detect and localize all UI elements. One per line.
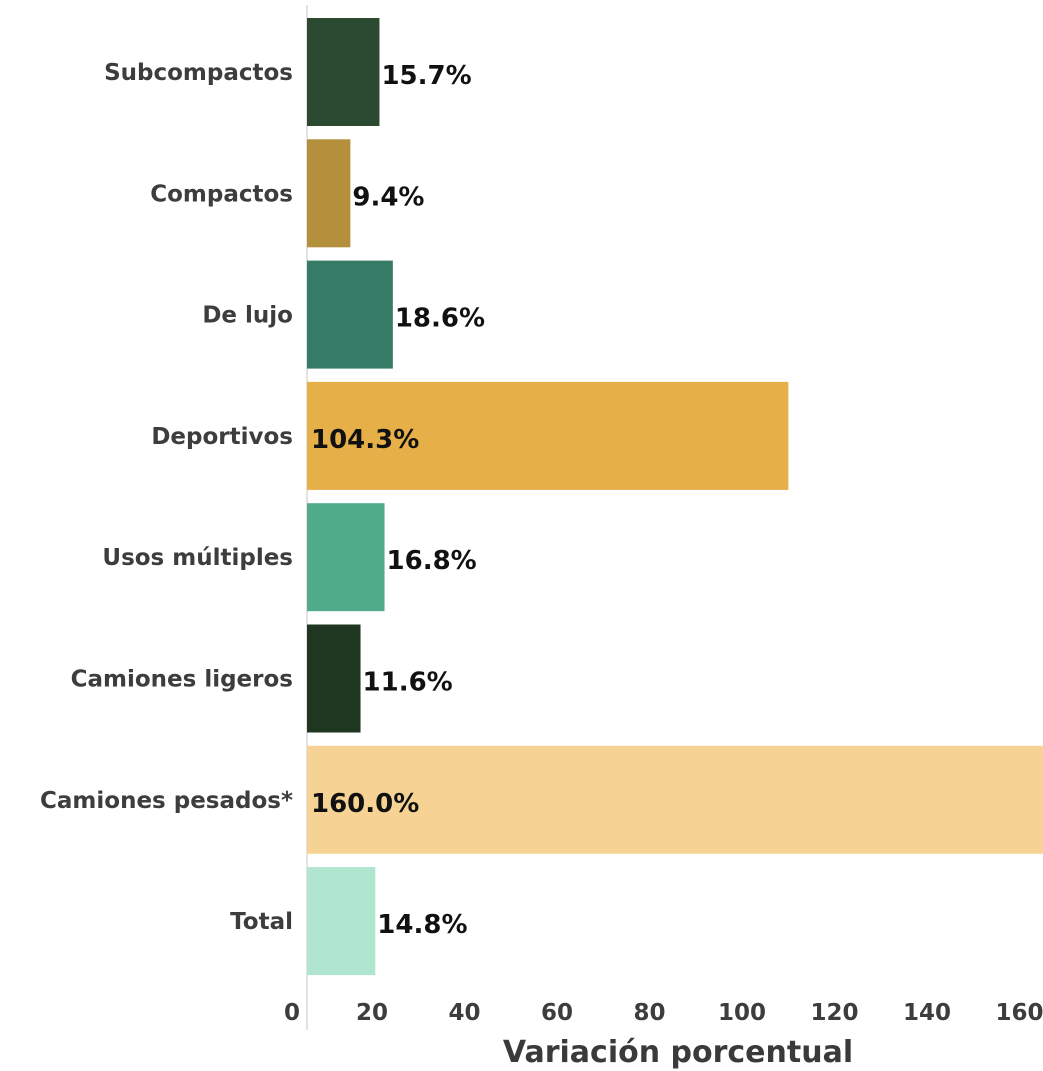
category-label-compactos: Compactos xyxy=(150,181,293,207)
bar-subcompactos xyxy=(307,18,380,126)
category-label-camiones-ligeros: Camiones ligeros xyxy=(71,667,293,693)
value-label-total: 14.8% xyxy=(377,910,467,940)
bar-de-lujo xyxy=(307,260,393,369)
bar-total xyxy=(307,867,376,976)
x-tick-label-140: 140 xyxy=(903,1000,951,1026)
x-tick-label-20: 20 xyxy=(356,1000,388,1026)
category-label-total: Total xyxy=(230,909,293,935)
category-label-subcompactos: Subcompactos xyxy=(104,60,293,86)
category-label-deportivos: Deportivos xyxy=(151,424,293,450)
category-label-de-lujo: De lujo xyxy=(202,303,293,329)
value-label-camiones-ligeros: 11.6% xyxy=(363,668,453,698)
bars-group xyxy=(307,18,1043,976)
category-label-usos-multiples: Usos múltiples xyxy=(102,545,293,571)
bar-usos-multiples xyxy=(307,503,385,612)
value-label-de-lujo: 18.6% xyxy=(395,304,485,334)
x-tick-label-160: 160 xyxy=(995,1000,1043,1026)
category-label-camiones-pesados: Camiones pesados* xyxy=(40,788,293,814)
bar-camiones-ligeros xyxy=(307,624,361,733)
category-labels-group: Subcompactos Compactos De lujo Deportivos Us… xyxy=(40,60,293,935)
value-labels-group: 15.7% 9.4% 18.6% 104.3% 16.8% 11.6% 160.0% 14.8… xyxy=(311,61,485,940)
value-label-deportivos: 104.3% xyxy=(311,425,419,455)
x-axis-ticks-group: 0 20 40 60 80 100 120 140 160 xyxy=(284,1000,1043,1026)
value-label-compactos: 9.4% xyxy=(352,182,424,212)
bar-camiones-pesados xyxy=(307,745,1043,854)
bar-deportivos xyxy=(307,381,789,490)
value-label-usos-multiples: 16.8% xyxy=(387,546,477,576)
x-tick-label-120: 120 xyxy=(810,1000,858,1026)
x-tick-label-100: 100 xyxy=(718,1000,766,1026)
x-tick-label-80: 80 xyxy=(633,1000,665,1026)
value-label-camiones-pesados: 160.0% xyxy=(311,789,419,819)
value-label-subcompactos: 15.7% xyxy=(381,61,471,91)
x-tick-label-40: 40 xyxy=(448,1000,480,1026)
x-axis-title: Variación porcentual xyxy=(503,1035,853,1070)
x-tick-label-60: 60 xyxy=(541,1000,573,1026)
x-tick-label-0: 0 xyxy=(284,1000,300,1026)
bar-compactos xyxy=(307,139,351,248)
